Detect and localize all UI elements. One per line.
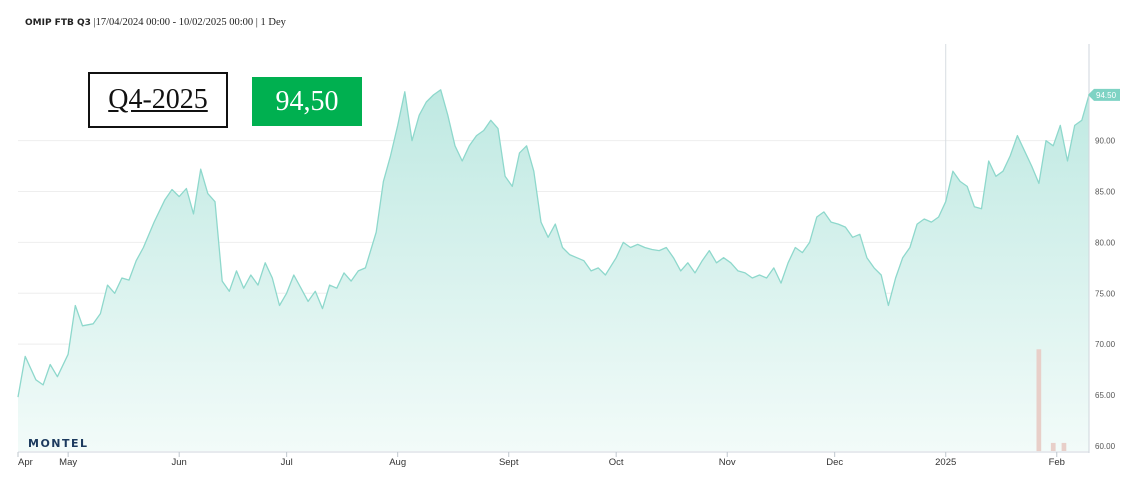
y-tick-label: 60.00 <box>1095 442 1116 451</box>
y-tick-label: 75.00 <box>1095 289 1116 298</box>
x-tick-label: May <box>59 457 77 468</box>
last-value-tag <box>1088 88 1120 101</box>
x-tick-label: Sept <box>499 457 519 468</box>
x-tick-label: Aug <box>389 457 406 468</box>
y-tick-label: 85.00 <box>1095 188 1116 197</box>
last-value-label: 94.50 <box>1096 91 1117 100</box>
x-tick-label: Jun <box>172 457 187 468</box>
price-area <box>18 89 1089 452</box>
x-tick-label: Feb <box>1049 457 1065 468</box>
interval: 1 Dey <box>260 17 286 28</box>
chart-header: OMIP FTB Q3 |17/04/2024 00:00 - 10/02/20… <box>25 17 286 28</box>
series-name: OMIP FTB Q3 <box>25 18 91 28</box>
volume-bar <box>1050 442 1056 451</box>
x-tick-label: Oct <box>609 457 624 468</box>
y-tick-label: 80.00 <box>1095 238 1116 247</box>
price-value: 94,50 <box>275 85 339 117</box>
volume-bar <box>1036 349 1042 452</box>
x-tick-label: Dec <box>826 457 843 468</box>
date-range: 17/04/2024 00:00 - 10/02/2025 00:00 <box>95 17 254 28</box>
y-tick-label: 65.00 <box>1095 391 1116 400</box>
volume-bar <box>1061 442 1067 451</box>
price-badge: 94,50 <box>252 77 362 126</box>
montel-logo: MONTEL <box>28 437 89 450</box>
y-tick-label: 90.00 <box>1095 137 1116 146</box>
header-separator: | <box>93 17 96 28</box>
x-tick-label: Nov <box>719 457 736 468</box>
price-line <box>17 89 1090 398</box>
header-separator: | <box>255 17 258 28</box>
contract-label-box: Q4-2025 <box>88 72 228 128</box>
x-tick-label: 2025 <box>935 457 956 468</box>
contract-label: Q4-2025 <box>108 84 208 115</box>
x-tick-label: Apr <box>18 457 33 468</box>
x-tick-label: Jul <box>281 457 293 468</box>
y-tick-label: 70.00 <box>1095 340 1116 349</box>
